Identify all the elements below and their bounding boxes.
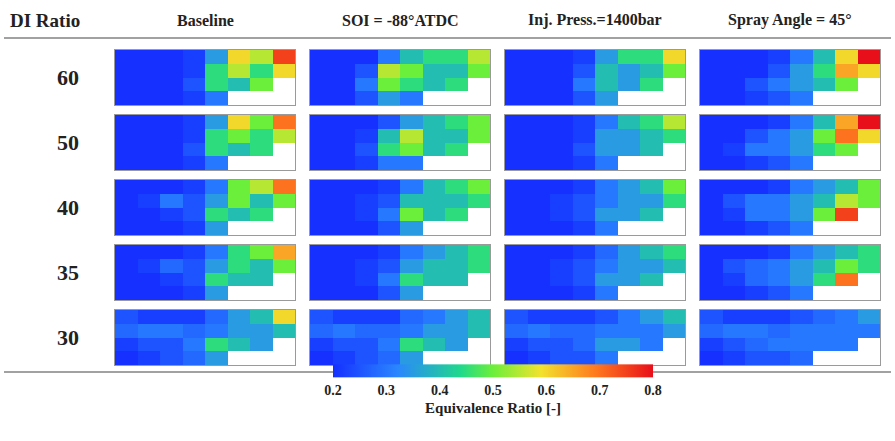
svg-text:Inj. Press.=1400bar: Inj. Press.=1400bar <box>528 11 662 29</box>
svg-text:0.3: 0.3 <box>378 383 396 398</box>
svg-text:50: 50 <box>57 130 79 155</box>
svg-text:35: 35 <box>57 260 79 285</box>
svg-text:0.5: 0.5 <box>484 383 502 398</box>
svg-text:0.4: 0.4 <box>431 383 449 398</box>
svg-text:Equivalence Ratio [-]: Equivalence Ratio [-] <box>425 400 561 416</box>
svg-text:0.6: 0.6 <box>538 383 556 398</box>
svg-text:0.8: 0.8 <box>644 383 662 398</box>
svg-text:Spray Angle = 45°: Spray Angle = 45° <box>728 11 852 29</box>
svg-text:DI Ratio: DI Ratio <box>10 10 80 31</box>
svg-text:0.2: 0.2 <box>324 383 342 398</box>
svg-text:40: 40 <box>57 195 79 220</box>
svg-text:60: 60 <box>57 65 79 90</box>
svg-text:0.7: 0.7 <box>591 383 609 398</box>
svg-text:SOI = -88°ATDC: SOI = -88°ATDC <box>342 12 459 29</box>
svg-text:Baseline: Baseline <box>177 12 234 29</box>
svg-text:30: 30 <box>57 325 79 350</box>
